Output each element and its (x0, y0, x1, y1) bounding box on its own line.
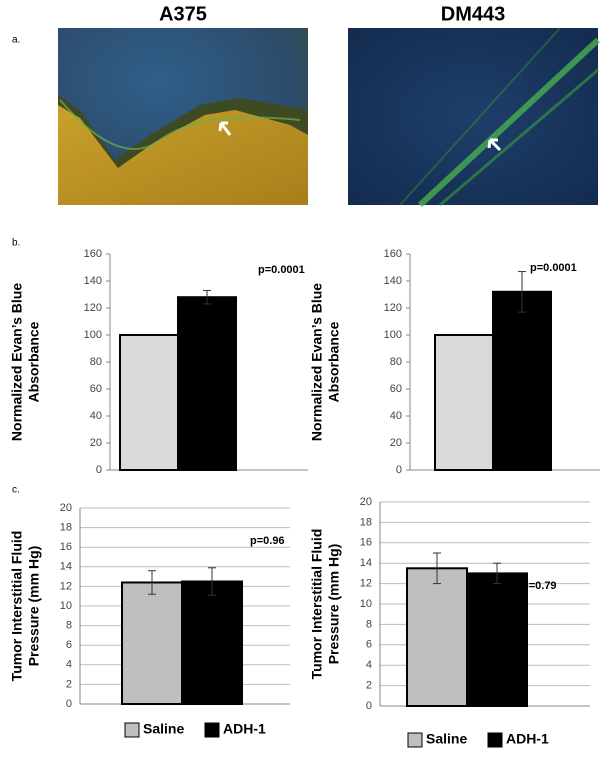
y-tick-label: 160 (84, 248, 102, 260)
bar (177, 296, 237, 472)
error-bar (148, 570, 156, 595)
y-tick-label: 6 (366, 639, 372, 651)
y-tick-label: 0 (66, 698, 72, 710)
y-tick-label: 10 (60, 600, 72, 612)
y-tick-label: 40 (90, 410, 102, 422)
panel-label: b. (12, 238, 20, 249)
y-tick-label: 80 (390, 356, 402, 368)
y-tick-label: 100 (84, 329, 102, 341)
y-tick-label: 10 (360, 598, 372, 610)
panel-label: a. (12, 35, 20, 46)
y-axis-label: Pressure (mm Hg) (326, 544, 342, 665)
y-tick-label: 8 (366, 618, 372, 630)
error-bar (203, 289, 211, 305)
legend-swatch (124, 722, 140, 738)
y-tick-label: 0 (396, 464, 402, 476)
y-tick-label: 16 (60, 541, 72, 553)
y-tick-label: 40 (390, 410, 402, 422)
y-tick-label: 12 (360, 578, 372, 590)
y-axis-label: Absorbance (326, 321, 342, 402)
error-bar (493, 562, 501, 585)
y-tick-label: 4 (366, 659, 372, 671)
y-tick-label: 20 (390, 437, 402, 449)
y-tick-label: 120 (84, 302, 102, 314)
y-axis-label: Tumor Interstitial Fluid (309, 529, 325, 680)
y-tick-label: 60 (90, 383, 102, 395)
bar (406, 567, 468, 707)
p-value: p=0.0001 (530, 262, 577, 274)
y-tick-label: 2 (66, 678, 72, 690)
legend-swatch (204, 722, 220, 738)
bar (492, 290, 552, 471)
legend-label: ADH-1 (223, 721, 266, 737)
legend-label: ADH-1 (506, 731, 549, 747)
bar (121, 581, 183, 705)
y-tick-label: 6 (66, 639, 72, 651)
legend-label: Saline (426, 731, 467, 747)
y-tick-label: 16 (360, 537, 372, 549)
y-tick-label: 80 (90, 356, 102, 368)
error-bar (518, 271, 526, 313)
y-tick-label: 0 (96, 464, 102, 476)
y-tick-label: 12 (60, 580, 72, 592)
legend-swatch (407, 732, 423, 748)
y-tick-label: 18 (360, 516, 372, 528)
y-tick-label: 120 (384, 302, 402, 314)
p-value: p=0.96 (250, 535, 285, 547)
y-tick-label: 18 (60, 522, 72, 534)
y-tick-label: 2 (366, 680, 372, 692)
y-axis-label: Normalized Evan’s Blue (309, 283, 325, 441)
bar (181, 580, 243, 705)
y-tick-label: 0 (366, 700, 372, 712)
column-title: A375 (159, 3, 207, 25)
y-tick-label: 8 (66, 620, 72, 632)
y-tick-label: 100 (384, 329, 402, 341)
legend-swatch (487, 732, 503, 748)
y-tick-label: 20 (60, 502, 72, 514)
error-bar (208, 567, 216, 596)
bar (466, 572, 528, 708)
y-tick-label: 160 (384, 248, 402, 260)
error-bar (433, 552, 441, 585)
bar (434, 334, 494, 471)
column-title: DM443 (441, 3, 505, 25)
panel-label: c. (12, 485, 20, 496)
y-tick-label: 60 (390, 383, 402, 395)
micrograph (58, 28, 308, 205)
y-tick-label: 14 (60, 561, 72, 573)
p-value: p=0.0001 (258, 264, 305, 276)
p-value: p=0.79 (522, 580, 557, 592)
y-axis-label: Tumor Interstitial Fluid (9, 531, 25, 682)
legend-label: Saline (143, 721, 184, 737)
micrograph (348, 27, 601, 208)
y-axis-label: Pressure (mm Hg) (26, 546, 42, 667)
y-tick-label: 4 (66, 659, 72, 671)
y-tick-label: 140 (84, 275, 102, 287)
y-axis-label: Normalized Evan’s Blue (9, 283, 25, 441)
y-tick-label: 14 (360, 557, 372, 569)
y-axis-label: Absorbance (26, 321, 42, 402)
bar (119, 334, 179, 471)
y-tick-label: 140 (384, 275, 402, 287)
y-tick-label: 20 (90, 437, 102, 449)
y-tick-label: 20 (360, 496, 372, 508)
